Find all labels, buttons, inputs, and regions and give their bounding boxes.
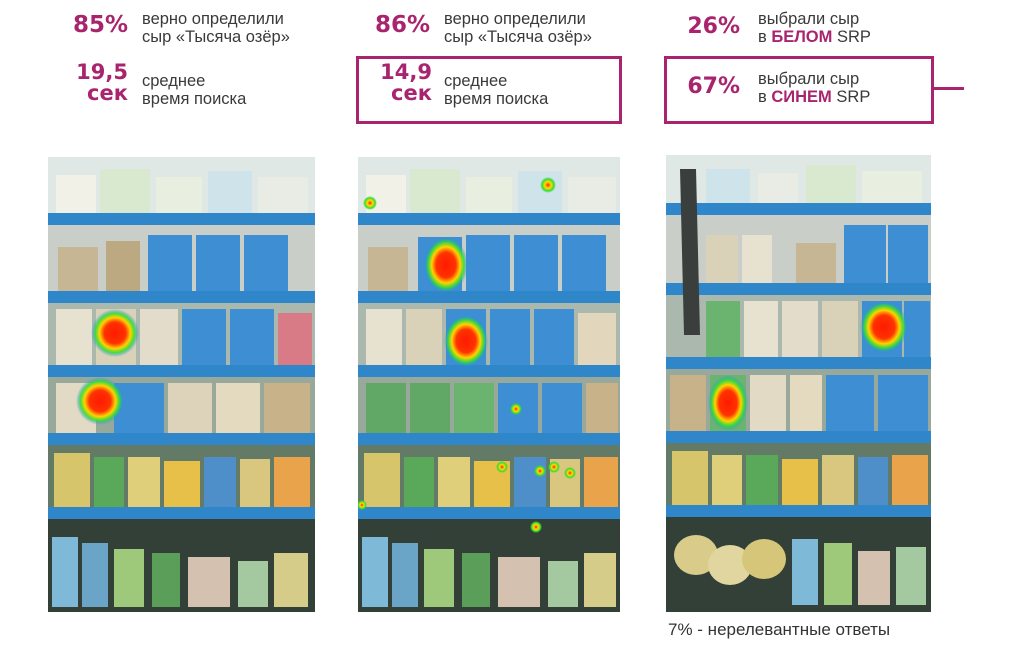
shelf-svg-2 (358, 157, 620, 612)
col2-stat2: 14,9 сек среднее время поиска (360, 62, 620, 112)
col1-stat2-num: 19,5 (76, 60, 128, 84)
col3-stat1-line1: выбрали сыр (758, 10, 860, 28)
col3-stat2-suffix: SRP (836, 88, 871, 106)
col1-stat2-desc: среднее время поиска (142, 72, 246, 108)
col1-stat2-line1: среднее (142, 72, 206, 90)
col2-stat1: 86% верно определили сыр «Тысяча озёр» (360, 10, 630, 50)
col1-stat1-line1: верно определили (142, 10, 284, 28)
col2-stat2-unit: сек (391, 81, 432, 105)
col1-stat1-line2: сыр «Тысяча озёр» (142, 28, 290, 46)
shelf-heatmap-image-2 (358, 157, 620, 612)
shelf-svg-3 (666, 155, 931, 612)
col1-stat2-unit: сек (87, 81, 128, 105)
col1-stat2: 19,5 сек среднее время поиска (60, 62, 330, 112)
col2-stat2-desc: среднее время поиска (444, 72, 548, 108)
shelf-heatmap-image-3 (666, 155, 931, 612)
col2-stat2-highlight-frame (356, 56, 622, 124)
col1-stat2-line2: время поиска (142, 90, 247, 108)
col1-stat1-value: 85% (72, 12, 128, 38)
col1-stat2-value: 19,5 сек (60, 62, 128, 104)
col3-stat1-value: 26% (687, 14, 740, 39)
footnote: 7% - нерелевантные ответы (668, 620, 891, 639)
col1-stat1: 85% верно определили сыр «Тысяча озёр» (60, 10, 330, 50)
col2-stat2-line1: среднее (444, 72, 508, 90)
shelf-svg-1 (48, 157, 315, 612)
col2-stat2-num: 14,9 (380, 60, 432, 84)
col3-stat2-prefix: в (758, 88, 767, 106)
col3-stat1-line2: в БЕЛОМ SRP (758, 28, 871, 46)
col3-stat2-emph: СИНЕМ (771, 88, 832, 106)
col2-stat2-value: 14,9 сек (360, 62, 432, 104)
col3-stat2-line1: выбрали сыр (758, 70, 860, 88)
shelf-heatmap-image-1 (48, 157, 315, 612)
col3-stat1-suffix: SRP (836, 28, 871, 46)
col2-stat1-line2: сыр «Тысяча озёр» (444, 28, 592, 46)
col3-stat2-line2: в СИНЕМ SRP (758, 88, 870, 106)
col3-stat1-desc: выбрали сыр в БЕЛОМ SRP (758, 10, 871, 46)
col1-stat1-desc: верно определили сыр «Тысяча озёр» (142, 10, 290, 46)
col3-stat2: 67% выбрали сыр в СИНЕМ SRP (670, 70, 930, 110)
col3-stat2-highlight-frame (664, 56, 934, 124)
col2-stat2-line2: время поиска (444, 90, 549, 108)
col2-stat1-line1: верно определили (444, 10, 586, 28)
col3-stat2-desc: выбрали сыр в СИНЕМ SRP (758, 70, 870, 106)
col3-connector-line (934, 87, 964, 90)
col3-stat1-emph: БЕЛОМ (771, 28, 833, 46)
col3-stat1: 26% выбрали сыр в БЕЛОМ SRP (670, 10, 940, 50)
col2-stat1-value: 86% (374, 12, 430, 38)
col3-stat1-prefix: в (758, 28, 767, 46)
col2-stat1-desc: верно определили сыр «Тысяча озёр» (444, 10, 592, 46)
col3-stat2-value: 67% (687, 74, 740, 99)
